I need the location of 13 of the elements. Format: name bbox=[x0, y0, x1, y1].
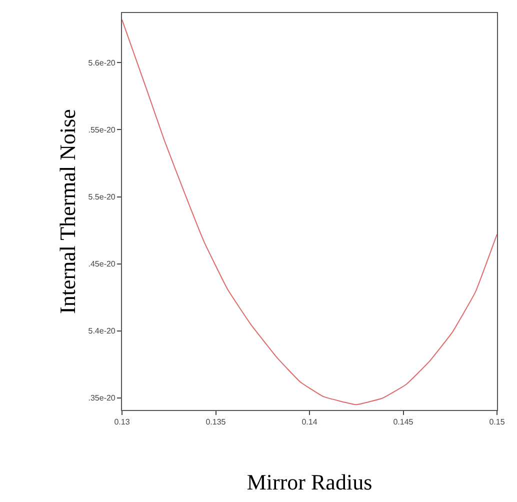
y-axis-title: Internal Thermal Noise bbox=[55, 109, 80, 314]
x-tick-label: 0.13 bbox=[114, 418, 130, 427]
x-axis-title: Mirror Radius bbox=[246, 470, 372, 494]
x-tick-label: 0.135 bbox=[206, 418, 226, 427]
y-tick-label: .45e-20 bbox=[88, 260, 116, 269]
y-tick-label: 5.6e-20 bbox=[88, 58, 116, 68]
x-tick-label: 0.14 bbox=[302, 418, 318, 427]
y-tick-label: 5.4e-20 bbox=[88, 326, 116, 336]
x-tick-label: 0.145 bbox=[393, 418, 414, 427]
y-tick-label: .35e-20 bbox=[88, 394, 116, 403]
y-tick-label: 5.5e-20 bbox=[88, 192, 116, 202]
x-tick-label: 0.15 bbox=[489, 418, 506, 427]
y-tick-label: .55e-20 bbox=[88, 125, 116, 134]
